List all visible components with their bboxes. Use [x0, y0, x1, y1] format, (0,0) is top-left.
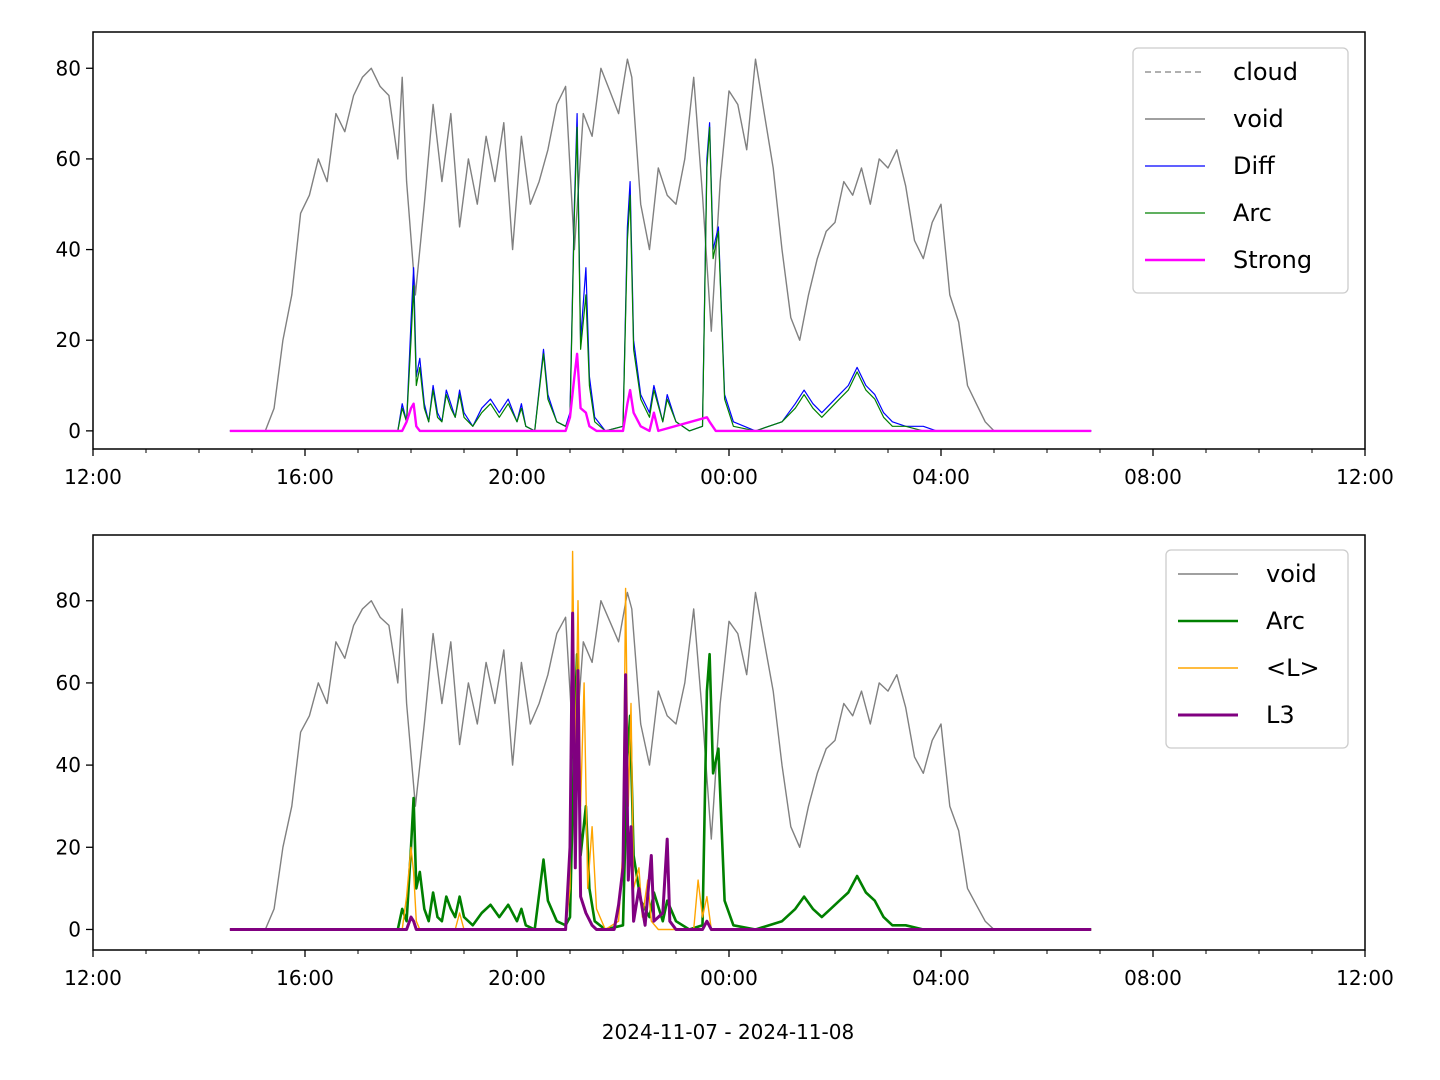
- legend-label-arc: Arc: [1233, 199, 1272, 227]
- legend-label-l3: L3: [1266, 701, 1295, 729]
- y-tick-label: 80: [56, 589, 81, 613]
- x-tick-label: 20:00: [488, 966, 546, 990]
- series-arc-line: [229, 652, 1092, 931]
- legend: cloud void Diff Arc Strong: [1132, 47, 1349, 294]
- x-tick-label: 04:00: [912, 465, 970, 489]
- x-tick-label: 16:00: [276, 966, 334, 990]
- series-void-line: [229, 591, 1092, 931]
- x-tick-label: 16:00: [276, 465, 334, 489]
- y-tick-label: 40: [56, 238, 81, 262]
- series-arc-line: [229, 126, 1092, 432]
- legend-label-void: void: [1233, 105, 1284, 133]
- series-group: [229, 550, 1092, 931]
- series-diff-line: [229, 112, 1092, 432]
- x-tick-label: 04:00: [912, 966, 970, 990]
- legend-box: [1132, 47, 1349, 294]
- legend-label-arc: Arc: [1266, 607, 1305, 635]
- legend: void Arc <L> L3: [1165, 549, 1349, 749]
- series-l3-line: [229, 611, 1092, 931]
- x-axis-label: 2024-11-07 - 2024-11-08: [602, 1020, 854, 1044]
- y-tick-label: 20: [56, 835, 81, 859]
- y-tick-label: 60: [56, 671, 81, 695]
- legend-box: [1165, 549, 1349, 749]
- x-tick-label: 12:00: [1336, 465, 1394, 489]
- y-tick-label: 60: [56, 147, 81, 171]
- series-void-line: [229, 58, 1092, 432]
- y-tick-label: 20: [56, 328, 81, 352]
- x-tick-label: 12:00: [1336, 966, 1394, 990]
- legend-label-strong: Strong: [1233, 246, 1312, 274]
- series-l-line: [229, 550, 1092, 931]
- x-tick-label: 12:00: [64, 465, 122, 489]
- bottom-chart: 0 20 40 60 80 12:00 16:00 20:00 00:00 04:00 08:00 1…: [56, 534, 1394, 990]
- y-tick-label: 80: [56, 56, 81, 80]
- legend-label-cloud: cloud: [1233, 58, 1298, 86]
- y-tick-label: 0: [68, 419, 81, 443]
- x-tick-label: 12:00: [64, 966, 122, 990]
- legend-label-void: void: [1266, 560, 1317, 588]
- x-tick-label: 00:00: [700, 465, 758, 489]
- x-tick-label: 08:00: [1124, 966, 1182, 990]
- top-chart: 0 20 40 60 80 12:00 16:00 20:00 00:00 04:00 08:00 1…: [56, 31, 1394, 489]
- x-tick-label: 08:00: [1124, 465, 1182, 489]
- x-tick-label: 20:00: [488, 465, 546, 489]
- series-group: [229, 58, 1092, 433]
- x-tick-label: 00:00: [700, 966, 758, 990]
- y-tick-label: 0: [68, 917, 81, 941]
- series-strong-line: [229, 352, 1092, 433]
- y-tick-label: 40: [56, 753, 81, 777]
- legend-label-l: <L>: [1266, 654, 1320, 682]
- legend-label-diff: Diff: [1233, 152, 1275, 180]
